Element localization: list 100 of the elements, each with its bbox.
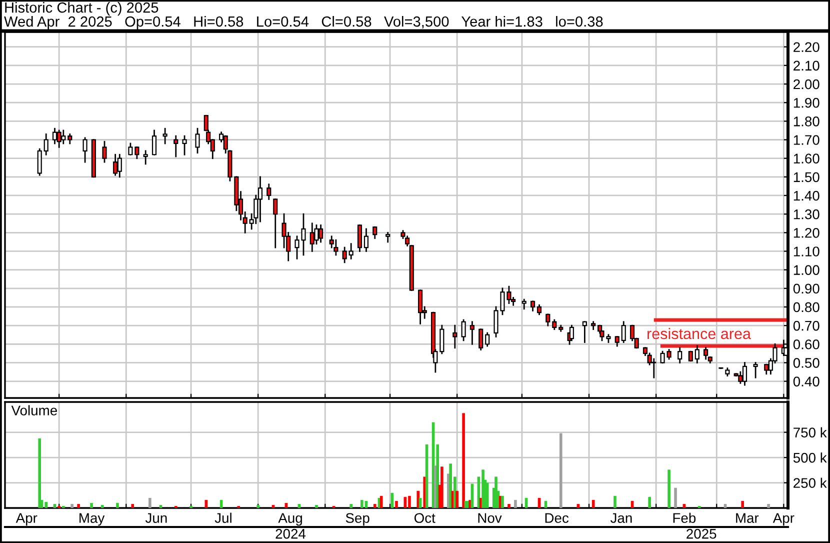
candlestick xyxy=(52,128,58,144)
bar xyxy=(648,496,651,508)
bar xyxy=(38,438,42,508)
bar xyxy=(350,504,352,508)
bar xyxy=(90,502,93,508)
candlestick xyxy=(258,176,263,222)
candlestick xyxy=(174,135,178,158)
candlestick xyxy=(582,321,587,343)
chart-subtitle: Wed Apr 2 2025 Op=0.54 Hi=0.58 Lo=0.54 Cl=0.58 Vol=3,500 Year hi=1.83 lo=0.38 xyxy=(4,16,603,30)
x-tick-label: Oct xyxy=(414,513,436,523)
bar xyxy=(131,504,134,508)
bar xyxy=(373,504,376,508)
bar xyxy=(440,466,444,508)
x-tick-label: Jun xyxy=(145,513,167,523)
bar xyxy=(767,504,770,508)
bar xyxy=(70,504,74,508)
bar xyxy=(508,504,510,508)
candlestick xyxy=(357,224,362,252)
bar xyxy=(148,498,152,508)
candlestick xyxy=(372,226,378,239)
candlestick xyxy=(37,148,42,176)
x-tick-label: Nov xyxy=(478,513,502,523)
y-tick-label: 1.50 xyxy=(794,172,820,182)
bar xyxy=(559,433,562,508)
bar xyxy=(486,482,489,508)
candlestick xyxy=(56,130,62,148)
candlestick xyxy=(694,345,700,364)
y-tick-label: 2.00 xyxy=(794,79,820,90)
y-tick-label: 0.40 xyxy=(793,376,820,386)
x-tick-label: Jul xyxy=(214,512,232,523)
y-tick-label: 1.70 xyxy=(794,135,820,145)
bar xyxy=(116,502,119,508)
bar xyxy=(494,476,498,508)
y-tick-label: 1.30 xyxy=(794,209,820,220)
bar xyxy=(482,470,484,508)
candlestick xyxy=(569,324,574,342)
x-tick-label: Jan xyxy=(610,513,632,523)
candlestick xyxy=(764,364,769,375)
candlestick xyxy=(266,184,272,200)
candlestick xyxy=(348,243,354,260)
candlestick xyxy=(386,232,390,243)
y-tick-label: 750 k xyxy=(794,427,827,438)
y-tick-label: 500 k xyxy=(793,452,827,463)
text: 2024 xyxy=(276,528,306,539)
candlestick xyxy=(364,228,369,252)
bar xyxy=(741,500,744,508)
candlestick xyxy=(273,198,278,248)
candlestick xyxy=(485,332,490,347)
y-tick-label: 1.00 xyxy=(794,265,820,275)
candlestick xyxy=(470,321,474,345)
candlestick xyxy=(621,321,626,343)
candlestick xyxy=(652,358,656,378)
bar xyxy=(416,490,420,508)
candlestick xyxy=(614,336,620,347)
y-tick-label: 1.10 xyxy=(794,246,820,256)
candlestick xyxy=(461,319,466,342)
candlestick xyxy=(128,142,133,156)
candlestick xyxy=(660,350,665,364)
bar xyxy=(614,496,616,508)
candlestick xyxy=(113,154,118,176)
bar xyxy=(501,496,504,508)
candlestick xyxy=(753,362,758,378)
y-tick-label: 250 k xyxy=(794,478,827,488)
x-tick-label: May xyxy=(80,513,105,526)
candlestick xyxy=(688,350,693,362)
x-tick-label: Sep xyxy=(346,513,370,526)
candlestick xyxy=(418,290,423,324)
candlestick xyxy=(102,140,107,163)
candlestick xyxy=(452,324,458,349)
candlestick xyxy=(195,128,200,154)
chart-title: Volume xyxy=(11,405,57,416)
bar xyxy=(44,502,48,508)
y-tick-label: 1.90 xyxy=(794,98,820,108)
candlestick xyxy=(152,130,157,156)
candlestick xyxy=(742,362,748,386)
y-tick-label: 2.20 xyxy=(794,42,820,52)
x-tick-label: Aug xyxy=(278,513,302,526)
candlestick xyxy=(162,128,168,144)
candlestick xyxy=(666,349,672,360)
candlestick xyxy=(68,133,72,144)
candlestick xyxy=(143,150,148,165)
candlestick xyxy=(117,154,122,178)
x-tick-label: Apr xyxy=(772,513,794,526)
candlestick xyxy=(82,137,88,163)
bar xyxy=(668,470,670,508)
x-tick-label: Mar xyxy=(736,513,759,523)
candlestick xyxy=(334,239,338,256)
candlestick xyxy=(552,319,557,330)
candlestick xyxy=(536,304,542,316)
candlestick xyxy=(704,347,708,360)
bar xyxy=(514,500,517,508)
candlestick xyxy=(522,298,526,310)
y-tick-label: 1.40 xyxy=(794,190,820,201)
y-tick-label: 0.80 xyxy=(793,302,820,312)
y-tick-label: 1.60 xyxy=(794,154,820,164)
bar xyxy=(77,504,80,508)
y-tick-label: 2.10 xyxy=(794,60,820,71)
bar xyxy=(360,500,364,508)
annotation: resistance area xyxy=(648,328,751,340)
x-tick-label: Apr xyxy=(16,513,38,526)
